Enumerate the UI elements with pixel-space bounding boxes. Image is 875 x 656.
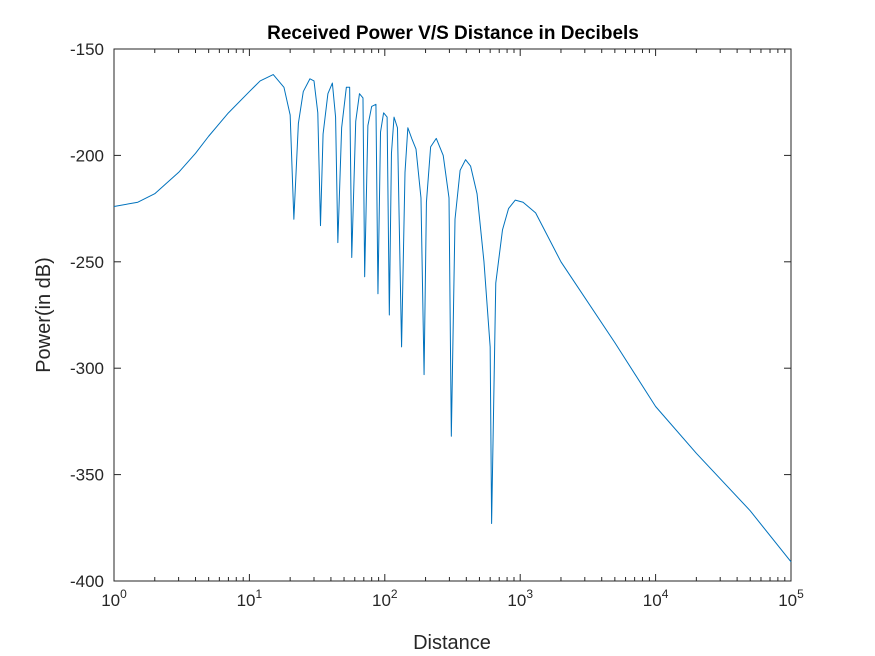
y-tick-label: -250 xyxy=(70,253,104,272)
x-axis-label: Distance xyxy=(413,632,491,654)
x-tick-label: 102 xyxy=(372,587,398,610)
y-tick-label: -350 xyxy=(70,466,104,485)
y-tick-label: -300 xyxy=(70,359,104,378)
axis-ticks xyxy=(113,48,792,582)
chart-title: Received Power V/S Distance in Decibels xyxy=(267,23,639,44)
y-tick-label: -200 xyxy=(70,146,104,165)
x-tick-labels: 100 101 102 103 104 105 xyxy=(101,587,804,610)
plot-area xyxy=(113,48,792,582)
x-tick-label: 101 xyxy=(237,587,263,610)
x-tick-label: 100 xyxy=(101,587,127,610)
x-tick-label: 105 xyxy=(778,587,804,610)
y-axis-label: Power(in dB) xyxy=(33,257,55,373)
y-tick-label: -150 xyxy=(70,40,104,59)
series-line xyxy=(113,74,792,563)
x-tick-label: 104 xyxy=(643,587,669,610)
y-tick-labels: -150 -200 -250 -300 -350 -400 xyxy=(70,40,104,591)
x-tick-label: 103 xyxy=(507,587,533,610)
y-tick-label: -400 xyxy=(70,572,104,591)
